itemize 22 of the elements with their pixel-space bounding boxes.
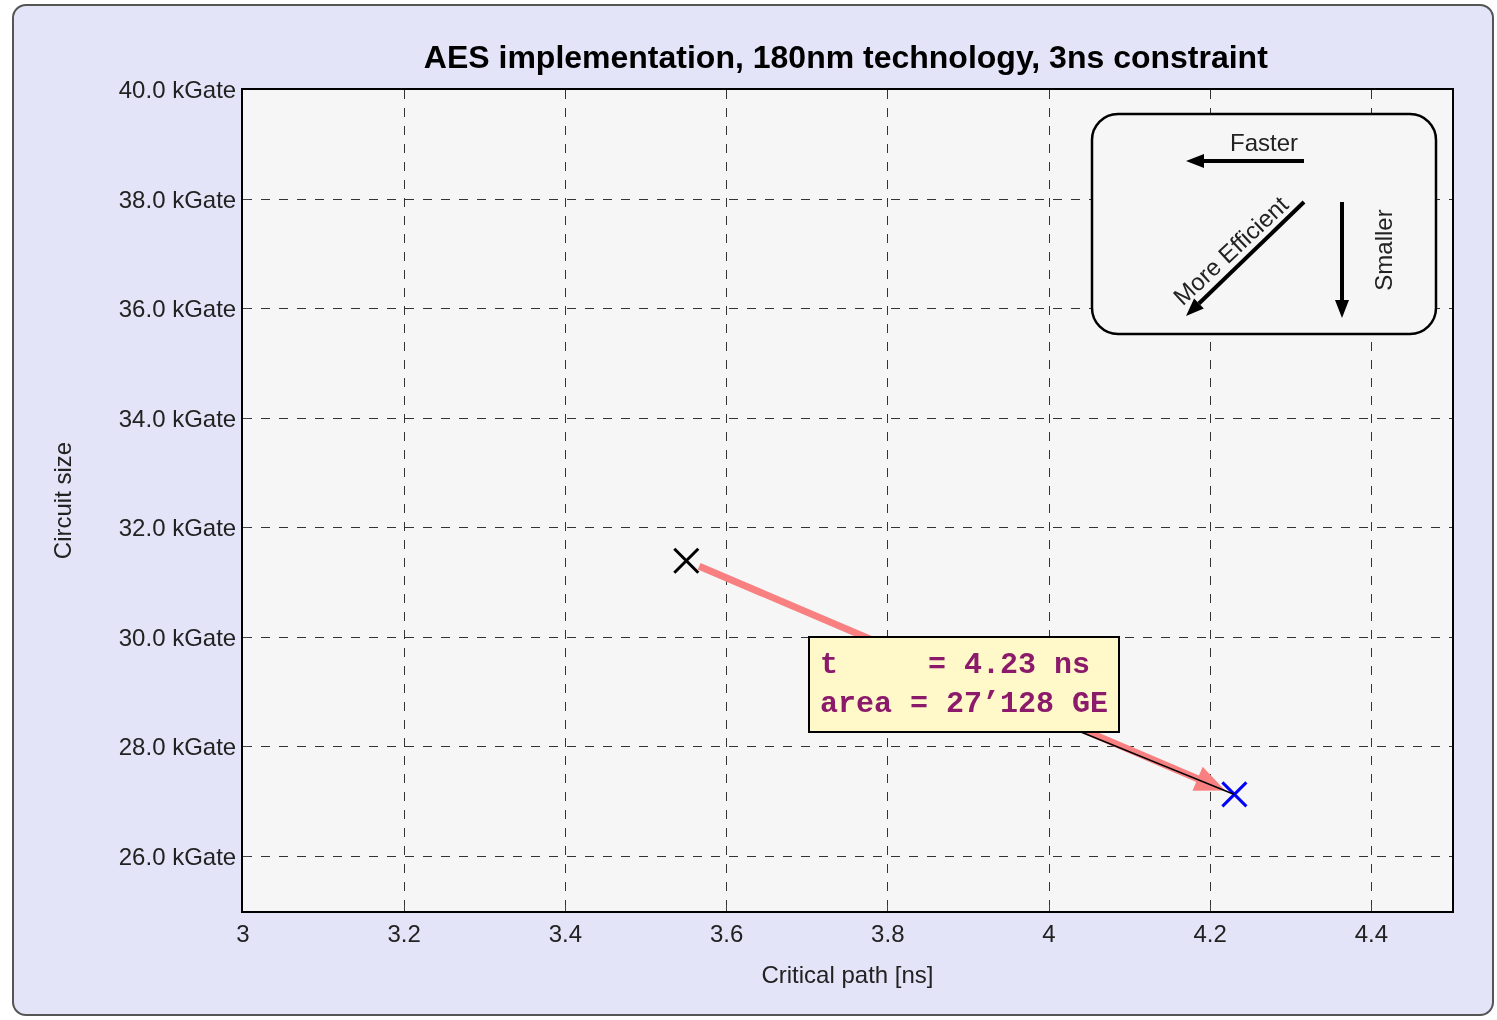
annotation: Smaller — [1370, 209, 1398, 291]
annotation: t = 4.23 ns area = 27’128 GE — [820, 648, 1109, 721]
y-tick-label: 30.0 kGate — [118, 623, 237, 651]
y-tick-label: 36.0 kGate — [118, 295, 237, 323]
annotation: Faster — [1229, 129, 1299, 157]
x-tick-label: 3.6 — [709, 919, 744, 947]
x-axis-title: Critical path [ns] — [761, 960, 934, 988]
y-axis-title: Circuit size — [49, 441, 77, 560]
y-tick-label: 40.0 kGate — [118, 76, 237, 104]
x-tick-label: 4.2 — [1193, 919, 1227, 947]
x-tick-label: 4.4 — [1354, 919, 1389, 947]
x-tick-label: 3.8 — [871, 919, 905, 947]
x-tick-label: 4 — [1042, 919, 1056, 947]
x-tick-label: 3.4 — [548, 919, 583, 947]
y-tick-label: 34.0 kGate — [118, 404, 237, 432]
chart-title: AES implementation, 180nm technology, 3ns constraint — [423, 39, 1269, 76]
x-tick-label: 3.2 — [387, 919, 421, 947]
y-tick-label: 26.0 kGate — [118, 842, 237, 870]
x-tick-label: 3 — [236, 919, 250, 947]
y-tick-label: 28.0 kGate — [118, 733, 237, 761]
y-tick-label: 32.0 kGate — [118, 514, 237, 542]
y-tick-label: 38.0 kGate — [118, 185, 237, 213]
